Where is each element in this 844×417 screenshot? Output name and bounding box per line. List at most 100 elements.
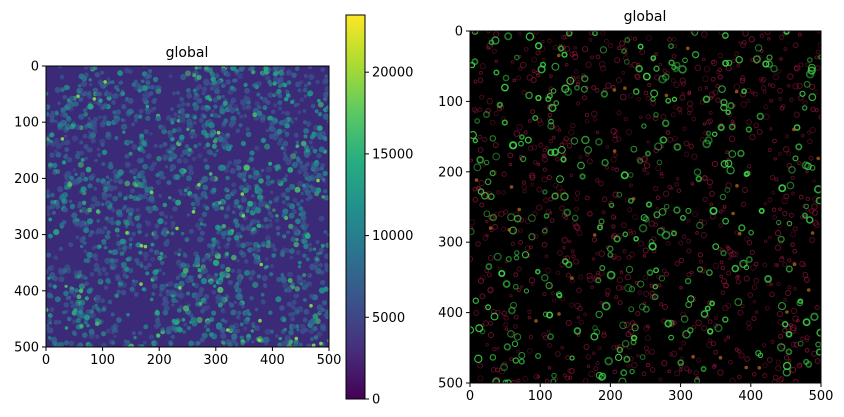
left-cell — [241, 105, 247, 111]
left-cell — [147, 262, 152, 268]
left-cell — [283, 208, 288, 214]
left-cell — [276, 88, 282, 95]
left-cell — [295, 144, 299, 148]
left-cell — [285, 159, 292, 166]
right-red-cell — [733, 83, 741, 90]
left-cell — [246, 184, 252, 190]
left-cell — [221, 235, 226, 240]
left-cell — [320, 243, 325, 248]
left-cell — [194, 66, 198, 70]
left-cell — [170, 231, 175, 236]
left-cell — [55, 169, 61, 174]
left-cell — [87, 183, 93, 189]
left-cell — [240, 251, 247, 258]
left-cell — [86, 251, 93, 259]
left-cell — [122, 130, 126, 134]
left-cell — [282, 282, 289, 289]
right-red-cell — [772, 215, 777, 220]
left-cell — [57, 320, 62, 325]
left-cell — [194, 259, 201, 266]
right-red-cell — [559, 205, 565, 211]
left-cell — [142, 93, 146, 97]
right-red-cell — [775, 263, 780, 268]
left-cell — [194, 196, 201, 203]
left-cell — [297, 260, 302, 265]
left-cell — [273, 103, 278, 108]
right-green-cell — [637, 158, 643, 164]
left-cell — [118, 284, 122, 288]
left-cell — [312, 313, 319, 320]
left-cell — [320, 325, 327, 332]
right-red-cell — [623, 116, 628, 122]
left-cell — [317, 125, 323, 131]
right-red-cell — [546, 38, 552, 44]
left-cell — [250, 329, 254, 333]
right-red-cell — [807, 130, 812, 135]
right-red-cell — [478, 180, 485, 187]
right-red-cell — [643, 345, 649, 351]
left-cell — [270, 179, 275, 184]
right-green-cell — [512, 357, 519, 364]
right-green-cell — [726, 59, 733, 66]
right-green-cell — [781, 321, 789, 328]
left-cell — [252, 281, 259, 288]
right-red-cell — [584, 112, 589, 118]
right-green-cell — [542, 189, 548, 195]
left-cell — [92, 100, 97, 105]
right-red-cell — [774, 244, 782, 251]
left-cell — [281, 200, 286, 205]
right-green-cell — [765, 60, 773, 68]
left-cell — [139, 170, 145, 176]
right-red-cell — [619, 270, 624, 275]
left-cell — [201, 332, 208, 339]
left-cell — [280, 316, 287, 322]
right-red-cell — [637, 290, 642, 295]
left-cell — [245, 208, 250, 213]
left-cell — [272, 208, 276, 212]
left-cell — [220, 67, 227, 74]
right-red-cell — [760, 85, 767, 91]
colorbar-tick-label: 15000 — [372, 147, 413, 162]
right-red-cell — [513, 314, 519, 320]
left-cell — [162, 155, 168, 161]
left-cell — [202, 268, 209, 274]
left-cell — [290, 236, 296, 242]
right-red-cell — [634, 74, 641, 80]
left-cell — [210, 132, 215, 138]
right-red-cell — [725, 150, 729, 154]
left-cell — [69, 288, 75, 295]
right-red-cell — [790, 324, 797, 331]
left-cell — [290, 120, 295, 125]
right-green-cell — [491, 36, 500, 45]
left-cell — [100, 70, 104, 75]
left-cell — [179, 96, 185, 102]
left-cell — [46, 323, 50, 330]
right-red-cell — [682, 234, 687, 240]
left-cell — [88, 175, 95, 181]
left-cell — [208, 172, 213, 176]
right-red-cell — [536, 204, 543, 211]
right-red-cell — [655, 206, 659, 211]
right-green-cell — [720, 103, 728, 112]
left-cell — [239, 335, 244, 340]
right-red-cell — [776, 281, 781, 286]
left-cell — [246, 205, 251, 210]
right-red-cell — [492, 142, 499, 148]
left-cell — [104, 271, 109, 277]
left-cell — [318, 251, 323, 255]
left-cell — [62, 94, 68, 100]
left-cell — [190, 131, 195, 136]
left-cell — [269, 272, 274, 277]
left-cell — [49, 132, 55, 138]
right-green-cell — [579, 173, 586, 180]
right-red-cell — [592, 237, 598, 243]
left-cell — [64, 284, 68, 288]
right-red-cell — [711, 59, 716, 65]
right-red-cell — [783, 355, 790, 361]
right-red-cell — [740, 42, 747, 49]
left-cell — [165, 289, 169, 293]
right-red-cell — [744, 356, 750, 362]
left-cell — [149, 107, 155, 113]
left-cell — [115, 220, 121, 226]
right-red-cell — [766, 357, 773, 363]
